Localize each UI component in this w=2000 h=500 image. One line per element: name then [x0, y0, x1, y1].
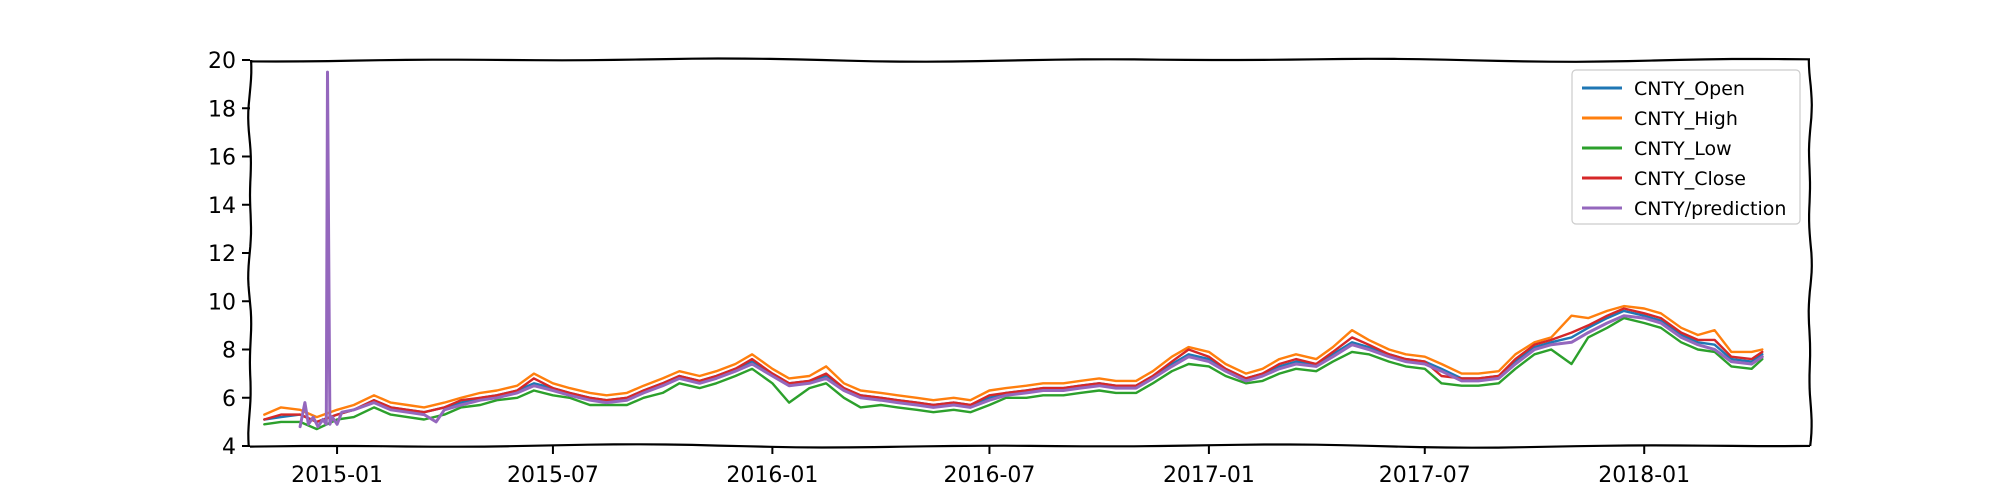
y-tick-label: 6 — [222, 387, 236, 412]
series-line-cnty-close — [263, 307, 1764, 424]
x-tick-label: 2016-01 — [726, 463, 818, 488]
legend: CNTY_Open CNTY_High CNTY_Low CNTY_Close CNTY… — [1571, 69, 1801, 225]
plot-frame — [247, 57, 1813, 449]
x-tick-label: 2017-01 — [1163, 463, 1255, 488]
legend-label: CNTY_Close — [1634, 168, 1746, 190]
series-line-cnty-prediction — [298, 70, 1764, 429]
legend-label: CNTY/prediction — [1634, 198, 1786, 220]
y-tick-label: 12 — [208, 242, 236, 267]
x-tick-label: 2017-07 — [1379, 463, 1471, 488]
y-tick-label: 16 — [208, 146, 236, 171]
y-tick-label: 8 — [222, 339, 236, 364]
legend-label: CNTY_Open — [1634, 78, 1745, 100]
x-tick-label: 2015-01 — [291, 463, 383, 488]
series-line-cnty-low — [263, 316, 1764, 431]
series-line-cnty-high — [263, 304, 1764, 419]
y-axis: 4 6 8 10 12 14 16 18 20 — [208, 49, 250, 460]
y-tick-label: 10 — [208, 290, 236, 315]
y-tick-label: 4 — [222, 435, 236, 460]
x-tick-label: 2016-07 — [943, 463, 1035, 488]
legend-label: CNTY_Low — [1634, 138, 1732, 160]
y-tick-label: 14 — [208, 194, 236, 219]
legend-label: CNTY_High — [1634, 108, 1738, 130]
x-tick-label: 2018-01 — [1598, 463, 1690, 488]
series-line-cnty-open — [263, 309, 1764, 424]
plot-area — [263, 70, 1764, 431]
x-tick-label: 2015-07 — [507, 463, 599, 488]
x-axis: 2015-01 2015-07 2016-01 2016-07 2017-01 2017-… — [291, 446, 1690, 488]
y-tick-label: 20 — [208, 49, 236, 74]
y-tick-label: 18 — [208, 97, 236, 122]
legend-box — [1571, 69, 1801, 225]
